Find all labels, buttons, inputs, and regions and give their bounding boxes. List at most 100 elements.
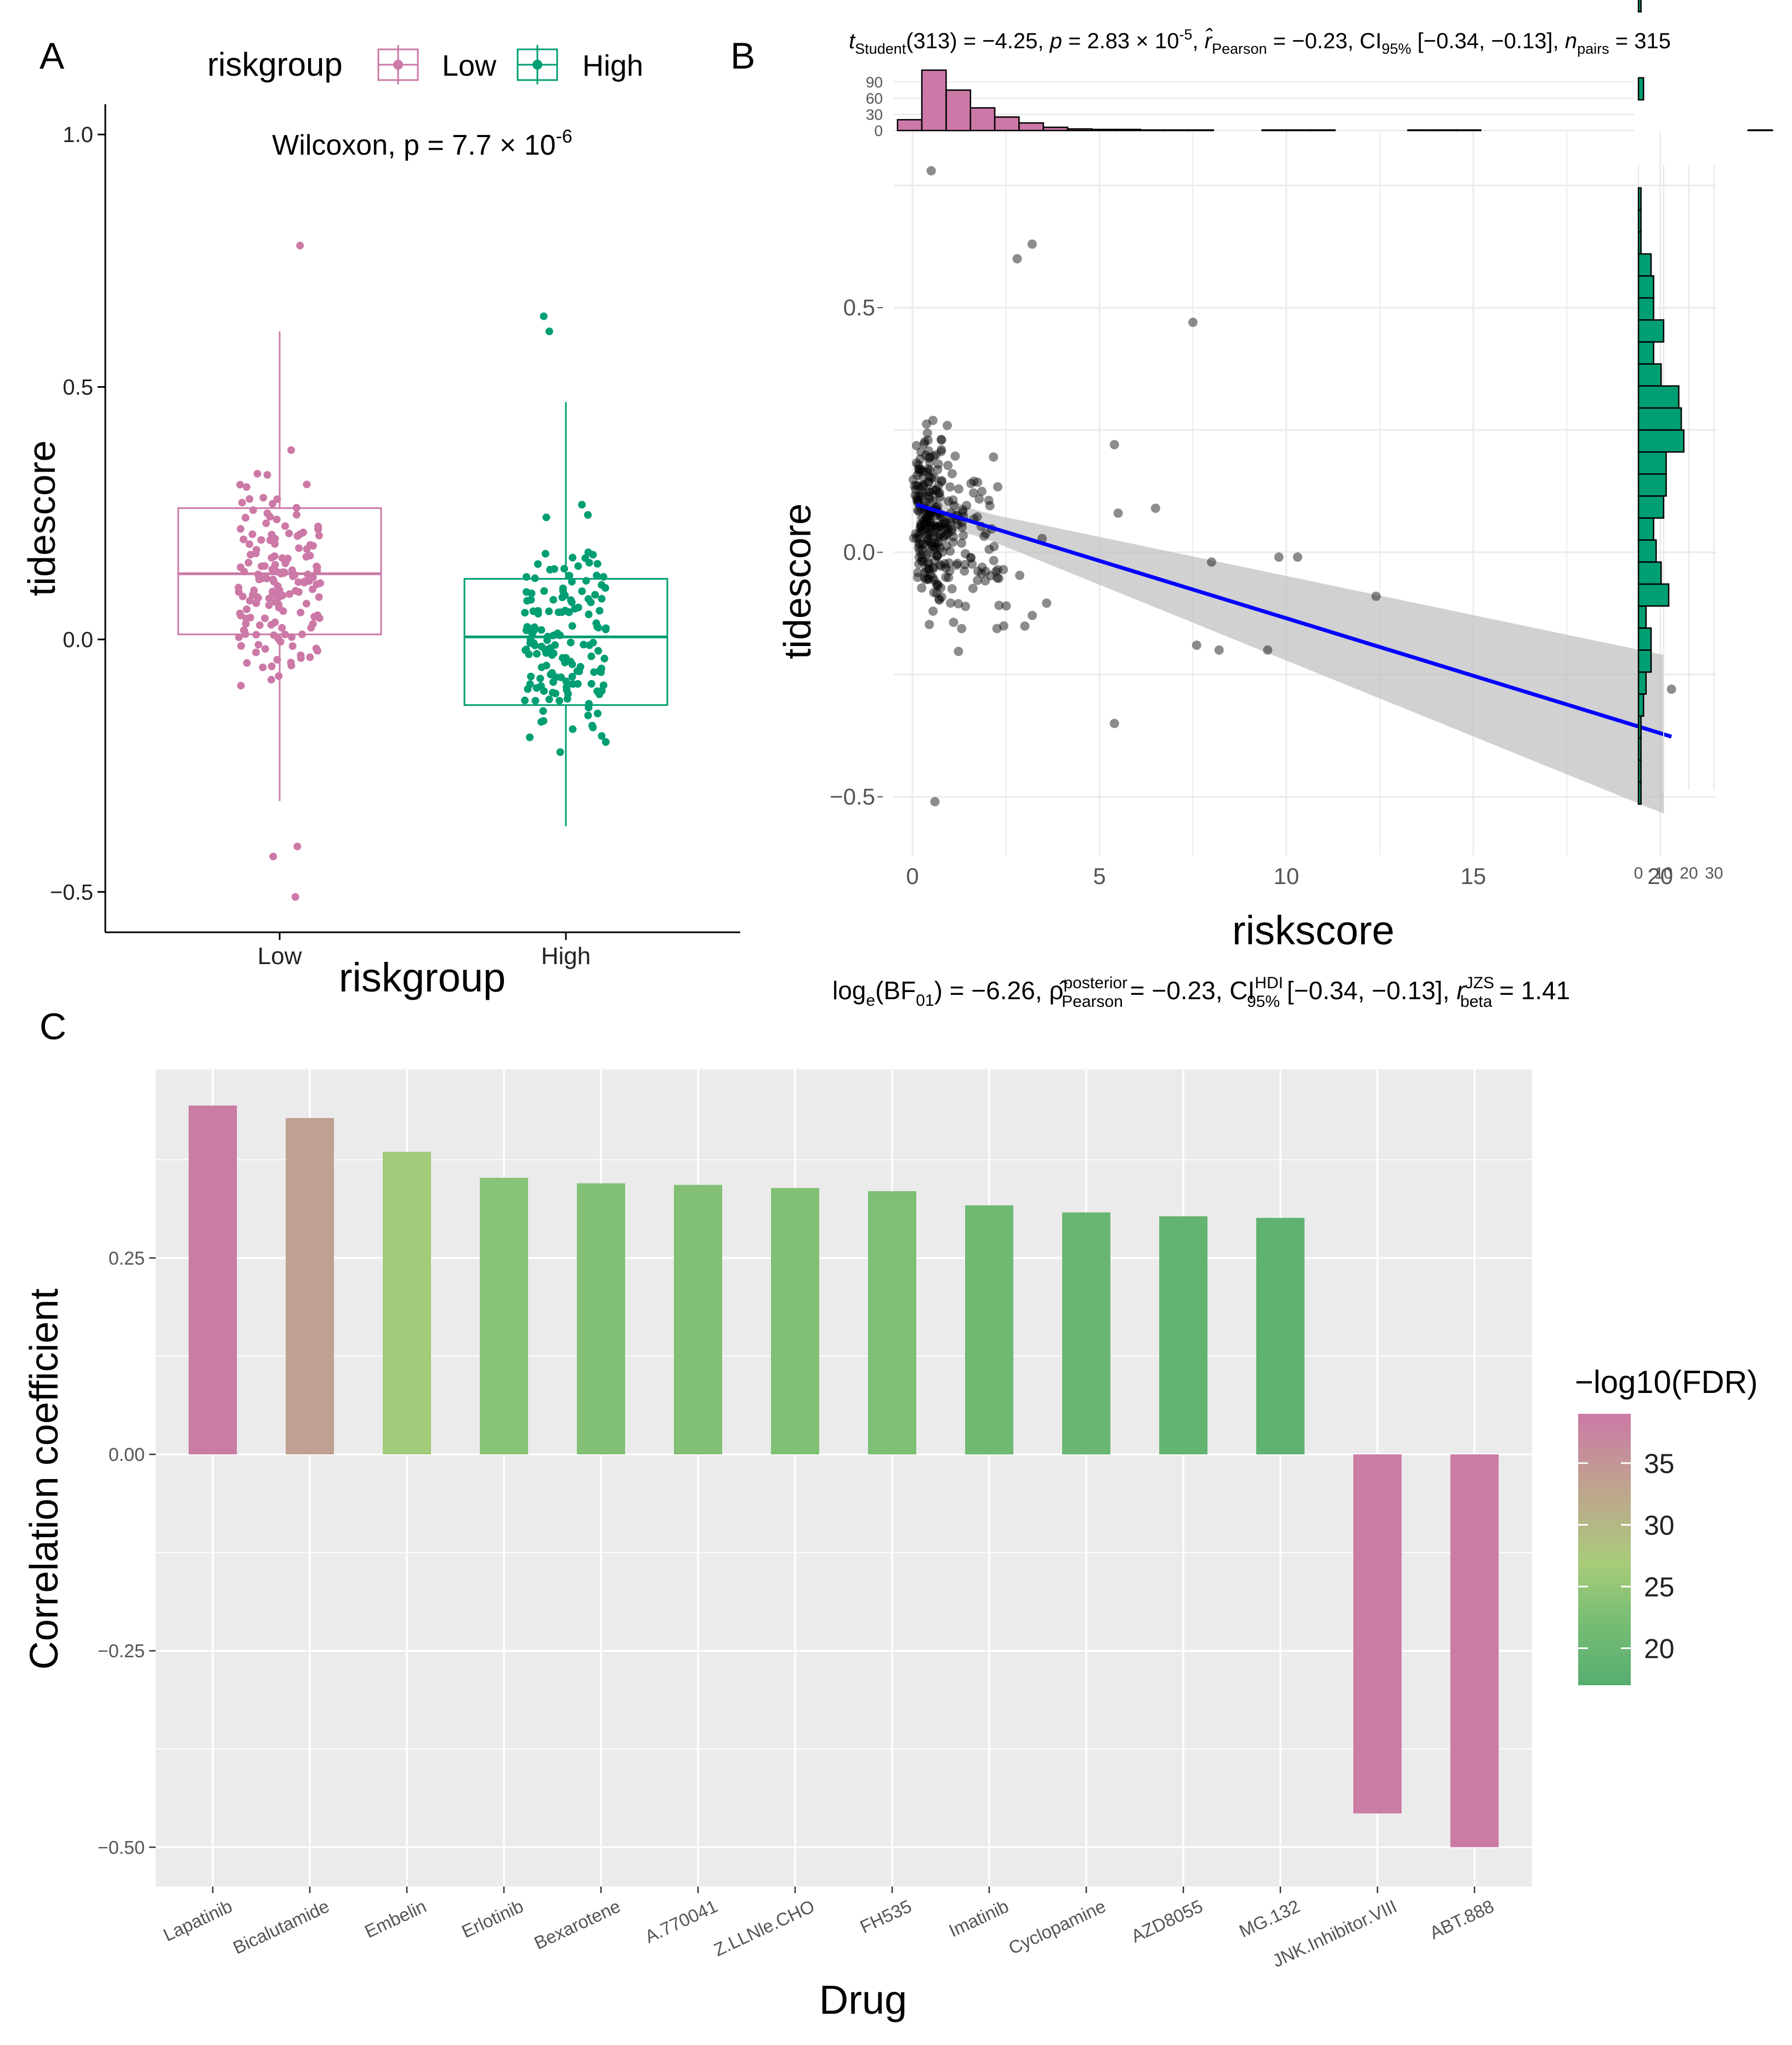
b-point bbox=[923, 477, 933, 487]
a-point-high bbox=[585, 610, 593, 619]
b-point bbox=[928, 485, 938, 495]
b-point bbox=[926, 537, 935, 547]
b-point bbox=[923, 557, 933, 567]
b-point bbox=[914, 460, 923, 470]
a-point-high bbox=[584, 711, 592, 720]
a-point-low bbox=[268, 530, 276, 539]
b-point bbox=[911, 458, 921, 468]
b-righthist-bar bbox=[1637, 275, 1654, 299]
c-bar-erlotinib bbox=[480, 1177, 528, 1454]
b-tophist-bar bbox=[1139, 129, 1166, 132]
b-point bbox=[914, 559, 923, 569]
b-point bbox=[927, 473, 937, 483]
colorbar-tick-label: 20 bbox=[1644, 1634, 1675, 1664]
a-point-low bbox=[253, 469, 262, 478]
b-point bbox=[918, 488, 928, 498]
a-point-low bbox=[245, 559, 253, 567]
a-point-high bbox=[542, 513, 551, 522]
a-point-low bbox=[245, 540, 253, 548]
b-point bbox=[954, 484, 963, 494]
b-point bbox=[914, 467, 924, 477]
a-point-low bbox=[312, 644, 320, 653]
a-point-low bbox=[242, 614, 250, 622]
b-point bbox=[958, 507, 968, 517]
legend-label-low: Low bbox=[442, 49, 497, 82]
a-point-high bbox=[574, 603, 582, 611]
b-point bbox=[914, 530, 923, 540]
b-point bbox=[924, 492, 934, 502]
b-x-tick-label: 20 bbox=[1647, 863, 1673, 889]
a-point-high bbox=[563, 683, 571, 692]
b-point bbox=[911, 529, 921, 539]
b-righthist-bar bbox=[1637, 495, 1665, 519]
a-point-high bbox=[578, 501, 586, 509]
a-point-low bbox=[302, 553, 310, 561]
a-point-low bbox=[271, 540, 279, 548]
panel-c-y-title: Correlation coefficient bbox=[22, 1288, 66, 1669]
b-point bbox=[918, 557, 928, 567]
b-point bbox=[933, 581, 943, 591]
b-point bbox=[966, 553, 976, 563]
panel-a-x-ticks: Low High bbox=[258, 932, 591, 970]
b-point bbox=[953, 519, 963, 529]
b-point bbox=[925, 512, 934, 522]
c-x-tick-label: Bexarotene bbox=[531, 1896, 623, 1953]
a-point-high bbox=[596, 607, 604, 615]
a-point-low bbox=[260, 562, 269, 570]
a-point-low bbox=[242, 605, 251, 613]
colorbar-tick-label: 30 bbox=[1644, 1510, 1675, 1541]
c-bar-z-llnle-cho bbox=[771, 1188, 819, 1454]
b-point bbox=[909, 475, 918, 484]
a-box-low bbox=[177, 507, 382, 636]
a-point-low bbox=[259, 664, 267, 671]
panel-a-y-ticks: −0.5 0.0 0.5 1.0 bbox=[50, 123, 105, 904]
a-point-low bbox=[270, 552, 279, 560]
b-point bbox=[973, 477, 983, 487]
a-point-low bbox=[303, 480, 311, 489]
b-point bbox=[945, 546, 955, 556]
b-point bbox=[932, 542, 942, 552]
b-point bbox=[1012, 254, 1022, 264]
b-point bbox=[966, 479, 976, 489]
a-point-high bbox=[524, 624, 532, 632]
b-point bbox=[919, 516, 929, 526]
a-point-high bbox=[602, 738, 610, 746]
a-point-high bbox=[562, 677, 570, 686]
a-point-low bbox=[309, 542, 317, 550]
b-point bbox=[1028, 610, 1037, 620]
b-point bbox=[925, 548, 935, 558]
a-point-low bbox=[240, 627, 248, 635]
b-point bbox=[911, 484, 921, 494]
b-point bbox=[916, 521, 926, 531]
a-point-low bbox=[295, 544, 303, 552]
b-point bbox=[989, 556, 999, 565]
b-point bbox=[923, 464, 933, 474]
a-point-high bbox=[552, 689, 560, 698]
b-righthist-bar bbox=[1637, 253, 1652, 277]
b-point bbox=[922, 467, 932, 477]
b-point bbox=[1109, 718, 1119, 728]
a-point-high bbox=[549, 649, 557, 657]
b-point bbox=[912, 533, 922, 543]
b-point bbox=[947, 584, 957, 594]
b-point bbox=[939, 533, 949, 542]
a-point-high bbox=[528, 590, 536, 597]
b-point bbox=[938, 547, 948, 557]
a-point-high bbox=[555, 696, 564, 705]
c-x-tick-label: Erlotinib bbox=[458, 1896, 526, 1942]
b-point bbox=[961, 602, 971, 611]
a-point-high bbox=[527, 672, 535, 681]
b-point bbox=[968, 584, 978, 593]
a-point-high bbox=[593, 571, 601, 580]
b-tophist-tick-label: 0 bbox=[874, 122, 883, 139]
b-point bbox=[972, 512, 982, 522]
a-point-low bbox=[275, 672, 283, 680]
a-point-low bbox=[253, 593, 261, 601]
b-point bbox=[925, 620, 934, 630]
b-point bbox=[928, 563, 938, 573]
b-tophist-bar bbox=[945, 89, 972, 132]
a-point-low bbox=[254, 641, 263, 649]
b-point bbox=[925, 457, 935, 467]
a-point-high bbox=[600, 654, 609, 662]
b-righthist-bar bbox=[1637, 187, 1642, 211]
